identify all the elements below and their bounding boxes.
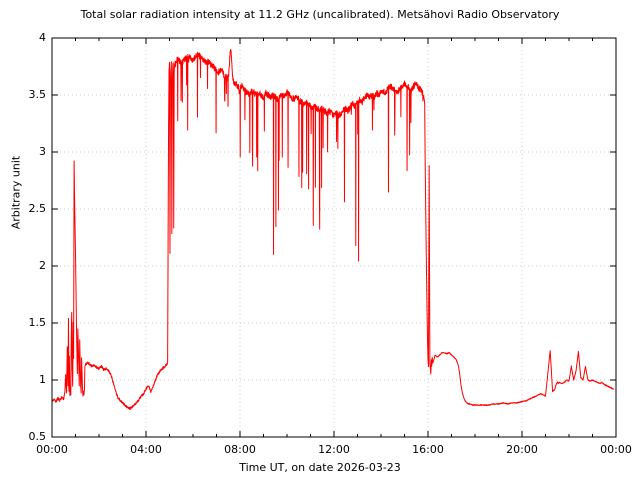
y-tick-label: 2.5 [28,202,47,215]
y-tick-label: 0.5 [28,430,47,443]
x-tick-label: 16:00 [412,443,444,456]
y-tick-label: 3.5 [28,88,47,101]
data-series-line [51,49,614,410]
gridlines [52,38,616,437]
y-tick-label: 3 [39,145,46,158]
y-tick-label: 1 [39,373,46,386]
plot-frame [51,37,617,438]
x-tick-label: 20:00 [506,443,538,456]
x-axis-label: Time UT, on date 2026-03-23 [239,461,401,474]
axis-ticks [51,37,617,438]
y-tick-label: 2 [39,259,46,272]
x-tick-label: 12:00 [318,443,350,456]
x-tick-label: 00:00 [36,443,68,456]
x-tick-label: 00:00 [600,443,632,456]
chart-title: Total solar radiation intensity at 11.2 … [80,8,560,21]
x-tick-label: 08:00 [224,443,256,456]
y-tick-label: 4 [39,31,46,44]
y-tick-label: 1.5 [28,316,47,329]
x-tick-label: 04:00 [130,443,162,456]
